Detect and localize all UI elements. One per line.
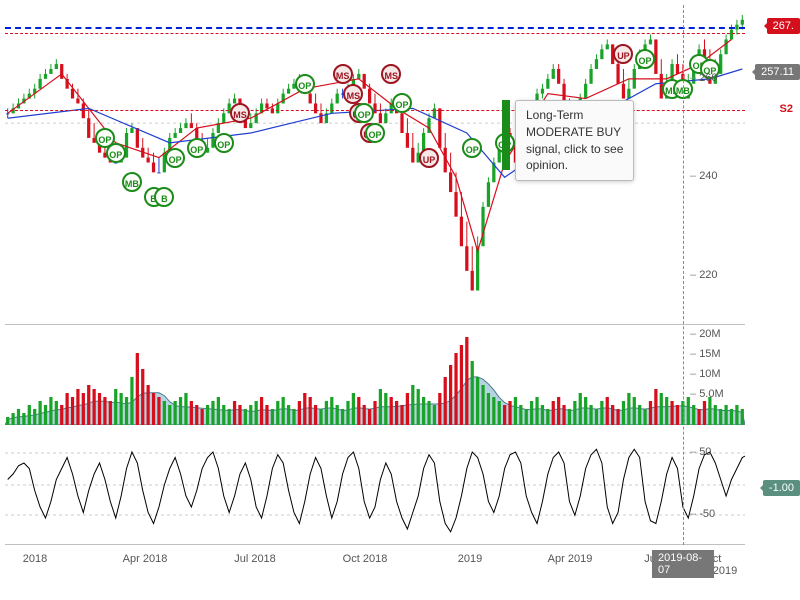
oscillator-yaxis: 50-50: [690, 425, 745, 545]
time-axis: 2018 Apr 2018 Jul 2018 Oct 2018 2019 Apr 2019…: [5, 545, 745, 595]
oscillator-svg: [5, 425, 745, 545]
signal-ms[interactable]: MS: [343, 84, 363, 104]
signal-up[interactable]: UP: [613, 44, 633, 64]
signal-mb[interactable]: MB: [122, 172, 142, 192]
xaxis-label: Apr 2018: [123, 553, 168, 565]
signal-up[interactable]: UP: [419, 148, 439, 168]
signal-op[interactable]: OP: [106, 143, 126, 163]
last-price-badge: 257.11: [755, 64, 800, 80]
volume-svg: [5, 325, 745, 425]
price-yaxis: 220240260: [690, 5, 745, 325]
signal-op[interactable]: OP: [392, 93, 412, 113]
xaxis-label: ct 2019: [713, 553, 737, 577]
xaxis-label: 2018: [23, 553, 47, 565]
sr-label-s2: S2: [780, 103, 793, 115]
signal-tooltip[interactable]: Long-TermMODERATE BUYsignal, click to se…: [515, 100, 634, 181]
signal-ms[interactable]: MS: [230, 103, 250, 123]
signal-op[interactable]: OP: [462, 138, 482, 158]
oscillator-value-badge: -1.00: [763, 480, 800, 496]
xaxis-label: Apr 2019: [548, 553, 593, 565]
signal-op[interactable]: OP: [365, 123, 385, 143]
signal-op[interactable]: OP: [635, 49, 655, 69]
signal-op[interactable]: OP: [295, 74, 315, 94]
signal-b[interactable]: B: [154, 187, 174, 207]
signal-op[interactable]: OP: [214, 133, 234, 153]
tooltip-handle: [502, 100, 510, 170]
xaxis-label: 2019: [458, 553, 482, 565]
xaxis-label: Jul 2018: [234, 553, 276, 565]
signal-ms[interactable]: MS: [381, 64, 401, 84]
signal-op[interactable]: OP: [187, 138, 207, 158]
signal-op[interactable]: OP: [354, 103, 374, 123]
oscillator-chart[interactable]: 50-50: [5, 425, 745, 545]
volume-yaxis: 20M15M10M5.0M: [690, 325, 745, 425]
xaxis-label: Oct 2018: [343, 553, 388, 565]
xaxis-cursor: 2019-08-07: [652, 550, 714, 578]
signal-op[interactable]: OP: [165, 148, 185, 168]
crosshair-vertical: [683, 5, 684, 545]
volume-chart[interactable]: 20M15M10M5.0M: [5, 325, 745, 425]
signal-ms[interactable]: MS: [333, 64, 353, 84]
r1-price-badge: 267.: [767, 18, 800, 34]
